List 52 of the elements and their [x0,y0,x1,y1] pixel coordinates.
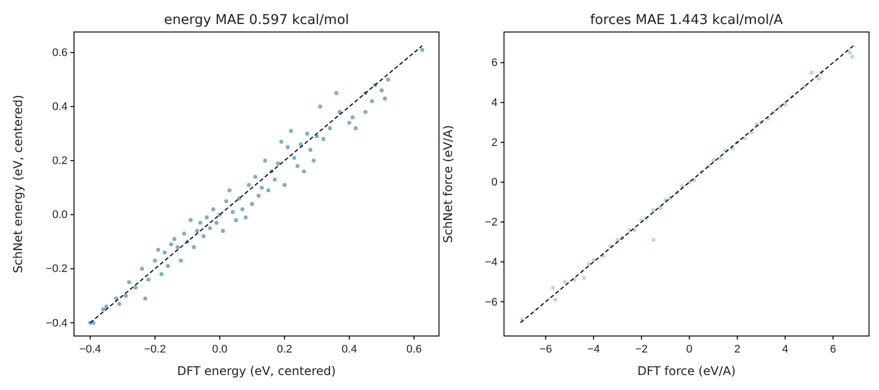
y-tick-label: 0.4 [52,101,68,114]
y-tick-label: −0.2 [46,263,68,276]
point [586,262,591,266]
x-tick-label: 0.2 [276,343,292,356]
x-tick-label: −2 [635,343,648,356]
chart-title: forces MAE 1.443 kcal/mol/A [590,12,784,28]
point [616,238,620,242]
point [651,208,656,212]
point [783,102,788,106]
point [632,228,636,232]
y-tick-label: 2 [491,136,498,149]
point [582,276,586,280]
y-tick-label: −0.4 [46,317,68,330]
y-tick-label: 0.6 [52,47,68,60]
y-tick-label: 0.2 [52,155,68,168]
point [810,70,814,75]
y-tick-label: 0 [491,176,498,189]
point [816,76,821,81]
point [651,238,656,242]
x-tick-label: 6 [830,343,836,356]
x-tick-label: −6 [539,343,552,356]
point [658,206,663,210]
point [718,156,722,160]
point [550,286,555,290]
x-axis-title: DFT energy (eV, centered) [177,364,336,378]
point [592,258,596,262]
point [848,50,852,55]
x-tick-label: 0.6 [406,343,422,356]
y-tick-label: 6 [491,57,498,70]
x-tick-label: −0.2 [144,343,166,356]
x-tick-label: −0.4 [79,343,102,356]
y-tick-label: 4 [491,97,498,110]
point [742,136,746,140]
chart-title: energy MAE 0.597 kcal/mol [164,12,349,28]
y-tick-label: −2 [484,216,498,229]
point [711,158,716,162]
x-tick-label: 0.4 [342,343,357,356]
point [553,298,558,302]
point [680,184,684,188]
y-axis-title: SchNet energy (eV, centered) [11,94,25,274]
x-tick-label: 0.0 [212,343,228,356]
y-tick-label: −6 [484,296,498,308]
x-axis-title: DFT force (eV/A) [637,364,736,378]
y-tick-label: −4 [484,256,498,268]
y-tick-label: 0.0 [52,209,68,222]
x-tick-label: 2 [734,343,740,356]
x-tick-label: 4 [782,343,788,356]
point [562,280,567,284]
x-tick-label: 0 [686,343,692,356]
point [850,54,854,59]
y-axis-title: SchNet force (eV/A) [441,125,455,243]
x-tick-label: −4 [587,343,600,356]
